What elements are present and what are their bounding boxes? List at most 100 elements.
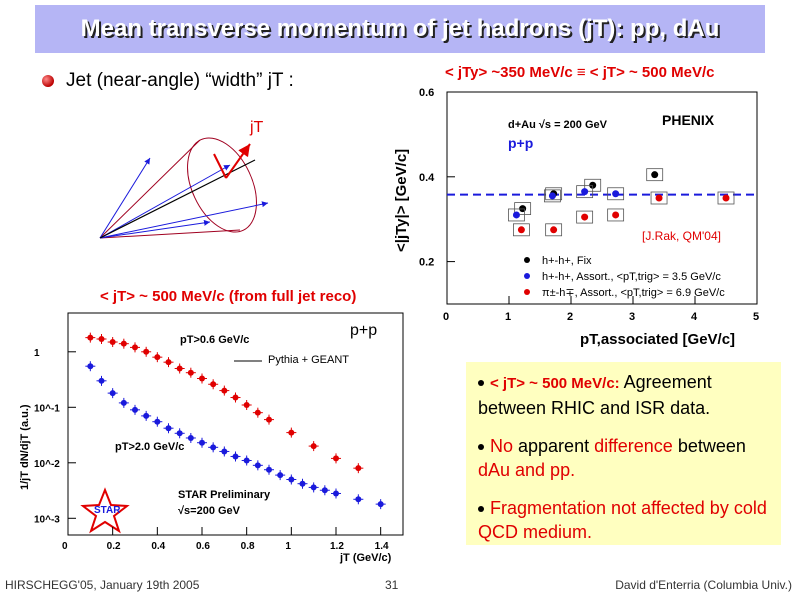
phenix-point: [612, 190, 620, 198]
star-point: [221, 387, 228, 394]
star-point: [243, 457, 250, 464]
phenix-annotation-dau: d+Au √s = 200 GeV: [508, 119, 608, 131]
star-plot-frame: [67, 312, 404, 536]
star-point: [87, 334, 94, 341]
star-preliminary: STAR Preliminary: [178, 489, 271, 501]
star-point: [210, 381, 217, 388]
footer-page-number: 31: [385, 578, 399, 592]
star-point: [199, 439, 205, 446]
phenix-point: [612, 211, 620, 219]
star-x-axis-label: jT (GeV/c): [339, 552, 392, 564]
star-y-axis-label: 1/jT dN/djT (a.u.): [19, 404, 31, 490]
star-y-tick-label: 1: [34, 348, 40, 359]
star-point: [143, 348, 150, 355]
phenix-point: [512, 211, 520, 219]
conclusion-2-c: difference: [594, 436, 673, 456]
star-x-tick-label: 0.2: [107, 541, 121, 552]
star-point: [132, 344, 138, 351]
star-point: [120, 399, 127, 406]
star-x-tick-label: 0.8: [241, 541, 255, 552]
phenix-point: [651, 171, 659, 179]
main-bullet: Jet (near-angle) “width” jT :: [42, 70, 294, 92]
phenix-x-tick-label: 4: [691, 311, 698, 323]
star-point: [310, 443, 317, 450]
conclusion-3-text: Fragmentation not affected by cold QCD m…: [478, 498, 767, 542]
star-point: [288, 476, 295, 483]
bullet-dot-icon: [478, 380, 484, 387]
star-point: [109, 390, 116, 397]
star-point: [154, 354, 161, 361]
svg-text:STAR: STAR: [94, 505, 121, 516]
star-chart: 1/jT dN/djT (a.u.) jT (GeV/c) p+p pT>0.6…: [10, 305, 404, 564]
conclusion-1-text: Agreement between RHIC and ISR data.: [478, 372, 712, 418]
phenix-sys-box: [508, 208, 525, 222]
phenix-x-tick-label: 2: [567, 311, 573, 323]
phenix-x-axis-label: pT,associated [GeV/c]: [580, 331, 735, 348]
phenix-sys-box: [650, 191, 668, 205]
phenix-sys-box: [717, 191, 735, 205]
star-x-tick-label: 1.4: [375, 541, 389, 552]
jt-arrow: [213, 143, 251, 179]
phenix-sys-box: [607, 187, 625, 201]
star-point: [187, 434, 194, 441]
phenix-point: [581, 213, 589, 221]
conclusions-box: < jT> ~ 500 MeV/c: Agreement between RHI…: [466, 362, 781, 545]
phenix-x-tick-label: 3: [629, 311, 635, 323]
conclusion-2-b: apparent: [513, 436, 595, 456]
conclusion-2-e: dAu and pp.: [478, 460, 576, 480]
star-point: [333, 455, 339, 462]
star-point: [132, 406, 138, 413]
star-point: [87, 363, 94, 370]
star-y-tick-label: 10^-2: [34, 459, 60, 470]
star-label-pt20: pT>2.0 GeV/c: [115, 441, 184, 453]
star-point: [288, 429, 295, 436]
main-bullet-text: Jet (near-angle) “width” jT :: [66, 70, 294, 91]
phenix-y-axis-label: <|jTy|> [GeV/c]: [393, 149, 410, 252]
star-point: [254, 409, 261, 416]
phenix-sys-box: [646, 168, 664, 182]
phenix-x-tick-label: 0: [443, 311, 449, 323]
phenix-legend-label: h+-h+, Assort., <pT,trig> = 3.5 GeV/c: [542, 271, 721, 283]
star-annotation-pp: p+p: [350, 322, 377, 339]
star-point: [321, 487, 328, 494]
star-x-tick-label: 0.4: [151, 541, 165, 552]
phenix-point: [548, 192, 556, 200]
slide-title-bar: Mean transverse momentum of jet hadrons …: [35, 5, 765, 53]
star-point: [176, 365, 183, 372]
phenix-plot-frame: [446, 91, 758, 305]
star-point: [277, 472, 284, 479]
phenix-x-tick-label: 5: [753, 311, 759, 323]
conclusion-item-2: No apparent difference between dAu and p…: [478, 434, 781, 482]
star-point: [333, 490, 339, 497]
star-point: [221, 448, 228, 455]
phenix-y-tick-label: 0.2: [419, 257, 434, 269]
star-point: [165, 359, 172, 366]
footer-left: HIRSCHEGG'05, January 19th 2005: [5, 578, 200, 592]
conclusion-item-3: Fragmentation not affected by cold QCD m…: [478, 496, 781, 544]
phenix-legend-label: h+-h+, Fix: [542, 255, 592, 267]
star-point: [377, 501, 384, 508]
phenix-legend-marker: [524, 289, 530, 295]
star-point: [143, 412, 150, 419]
star-label-pt06: pT>0.6 GeV/c: [180, 334, 249, 346]
conclusion-2-a: No: [490, 436, 514, 456]
phenix-sys-box: [545, 223, 563, 237]
star-y-tick-label: 10^-3: [34, 514, 60, 525]
star-energy: √s=200 GeV: [178, 505, 241, 517]
star-logo-icon: STAR: [80, 487, 130, 534]
star-chart-title-text: < jT> ~ 500 MeV/c (from full jet reco): [100, 288, 357, 305]
star-x-tick-label: 1.2: [330, 541, 344, 552]
phenix-sys-box: [607, 208, 625, 222]
phenix-sys-box: [576, 210, 594, 224]
phenix-annotation-pp: p+p: [508, 135, 533, 151]
star-point: [310, 484, 317, 491]
phenix-x-tick-label: 1: [505, 311, 511, 323]
star-x-tick-label: 0: [62, 541, 68, 552]
phenix-legend-label: π±-h∓, Assort., <pT,trig> = 6.9 GeV/c: [542, 287, 725, 299]
phenix-citation: [J.Rak, QM'04]: [642, 229, 721, 243]
phenix-sys-box: [513, 223, 530, 237]
footer-right: David d'Enterria (Columbia Univ.): [615, 578, 792, 592]
phenix-legend-marker: [524, 273, 530, 279]
jt-label: jT: [249, 119, 264, 136]
star-x-tick-label: 1: [285, 541, 291, 552]
